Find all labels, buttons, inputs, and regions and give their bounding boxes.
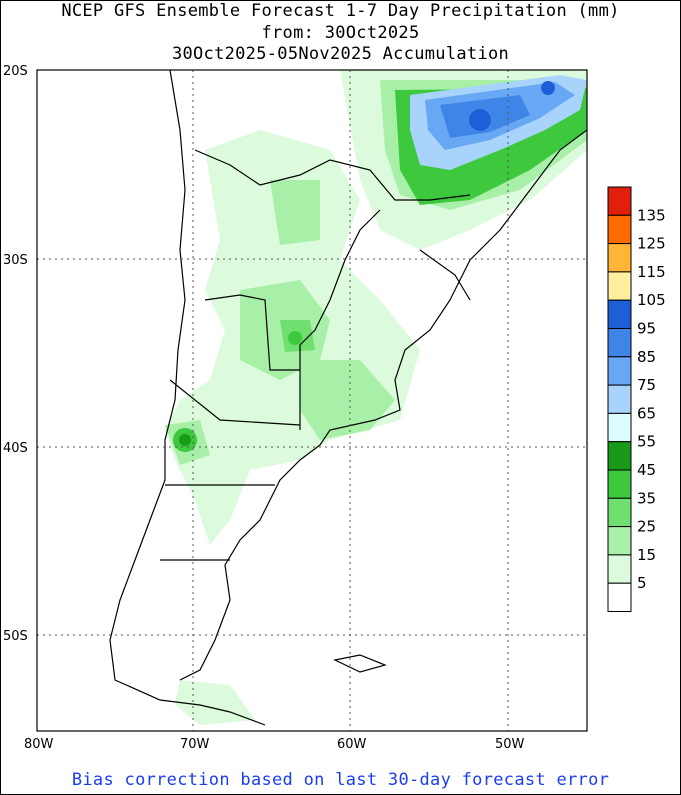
legend-level-label: 115 bbox=[637, 263, 666, 281]
legend-level-label: 95 bbox=[637, 320, 656, 338]
lon-label-70w: 70W bbox=[180, 737, 210, 752]
legend-swatch bbox=[607, 186, 632, 216]
coastlines bbox=[109, 70, 587, 726]
lat-label-30s: 30S bbox=[3, 253, 28, 268]
color-legend: 135 125 115 105 95 85 75 65 55 45 35 25 15 5 bbox=[607, 186, 666, 613]
legend-level-label: 105 bbox=[637, 291, 666, 309]
legend-swatch bbox=[607, 243, 632, 273]
lat-label-20s: 20S bbox=[3, 64, 28, 79]
map-border bbox=[36, 69, 588, 732]
lon-label-50w: 50W bbox=[495, 737, 525, 752]
legend-level-label: 55 bbox=[637, 433, 656, 451]
legend-swatch bbox=[607, 582, 632, 613]
legend-swatch bbox=[607, 214, 632, 245]
legend-level-label: 15 bbox=[637, 546, 656, 564]
legend-swatch bbox=[607, 356, 632, 386]
legend-swatch bbox=[607, 554, 632, 584]
legend-level-label: 25 bbox=[637, 518, 656, 536]
legend-level-label: 5 bbox=[637, 574, 647, 592]
legend-swatch bbox=[607, 271, 632, 301]
legend-swatch bbox=[607, 526, 632, 556]
precip-field bbox=[165, 70, 587, 725]
legend-swatch bbox=[607, 469, 632, 499]
gridlines bbox=[37, 70, 587, 731]
legend-level-label: 135 bbox=[637, 206, 666, 224]
legend-level-label: 75 bbox=[637, 376, 656, 394]
legend-swatch bbox=[607, 441, 632, 471]
legend-level-label: 85 bbox=[637, 348, 656, 366]
chart-title: NCEP GFS Ensemble Forecast 1-7 Day Preci… bbox=[61, 1, 620, 21]
bias-correction-note: Bias correction based on last 30-day for… bbox=[71, 770, 610, 790]
legend-level-label: 45 bbox=[637, 461, 656, 479]
lon-label-80w: 80W bbox=[24, 737, 54, 752]
legend-swatch bbox=[607, 328, 632, 358]
legend-swatch bbox=[607, 412, 632, 443]
legend-level-label: 125 bbox=[637, 235, 666, 253]
lat-label-40s: 40S bbox=[3, 441, 28, 456]
forecast-init: from: 30Oct2025 bbox=[261, 23, 420, 43]
legend-level-label: 35 bbox=[637, 489, 656, 507]
lat-label-50s: 50S bbox=[3, 629, 28, 644]
accumulation-period: 30Oct2025-05Nov2025 Accumulation bbox=[171, 44, 510, 64]
lon-label-60w: 60W bbox=[337, 737, 367, 752]
legend-swatch bbox=[607, 299, 632, 330]
legend-level-label: 65 bbox=[637, 404, 656, 422]
legend-swatch bbox=[607, 497, 632, 528]
legend-swatch bbox=[607, 384, 632, 414]
